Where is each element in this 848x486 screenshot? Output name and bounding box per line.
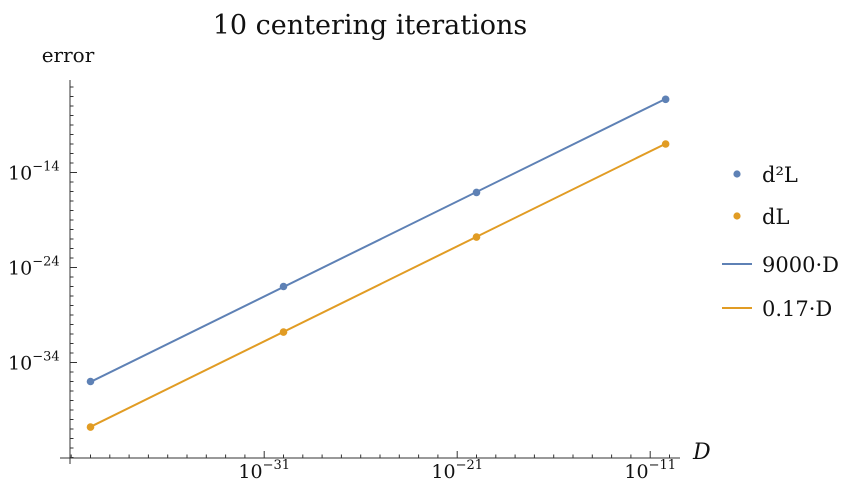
legend-label: dL: [762, 205, 789, 229]
y-tick-label: 10−24: [8, 255, 60, 280]
legend-marker: [733, 212, 741, 220]
x-tick-label: 10−11: [624, 458, 676, 483]
text-layer: 10 centering iterations error D: [42, 10, 711, 465]
data-point: [86, 377, 95, 386]
x-tick-label: 10−31: [238, 458, 290, 483]
data-point: [661, 95, 670, 104]
y-tick-label: 10−14: [8, 160, 60, 185]
fit-line: [90, 142, 667, 428]
axes: 10−31 10−21 10−11 10−14 10−24 10−34: [8, 80, 680, 483]
y-axis-label: error: [42, 43, 95, 67]
x-tick-label: 10−21: [431, 458, 483, 483]
chart-title: 10 centering iterations: [213, 10, 528, 41]
data-point: [472, 233, 481, 241]
data-point: [279, 282, 288, 291]
legend-label: d²L: [762, 163, 798, 187]
x-axis-label: D: [692, 440, 711, 465]
data-point: [661, 140, 670, 148]
data-point: [86, 423, 95, 431]
legend-label: 9000·D: [762, 253, 839, 277]
legend-label: 0.17·D: [762, 297, 832, 321]
fit-line: [90, 97, 667, 383]
plot-area: [86, 95, 670, 431]
data-point: [472, 188, 481, 197]
legend-marker: [733, 170, 741, 178]
data-point: [279, 328, 288, 336]
legend: d²L dL 9000·D 0.17·D: [722, 163, 839, 321]
y-tick-label: 10−34: [8, 350, 60, 375]
